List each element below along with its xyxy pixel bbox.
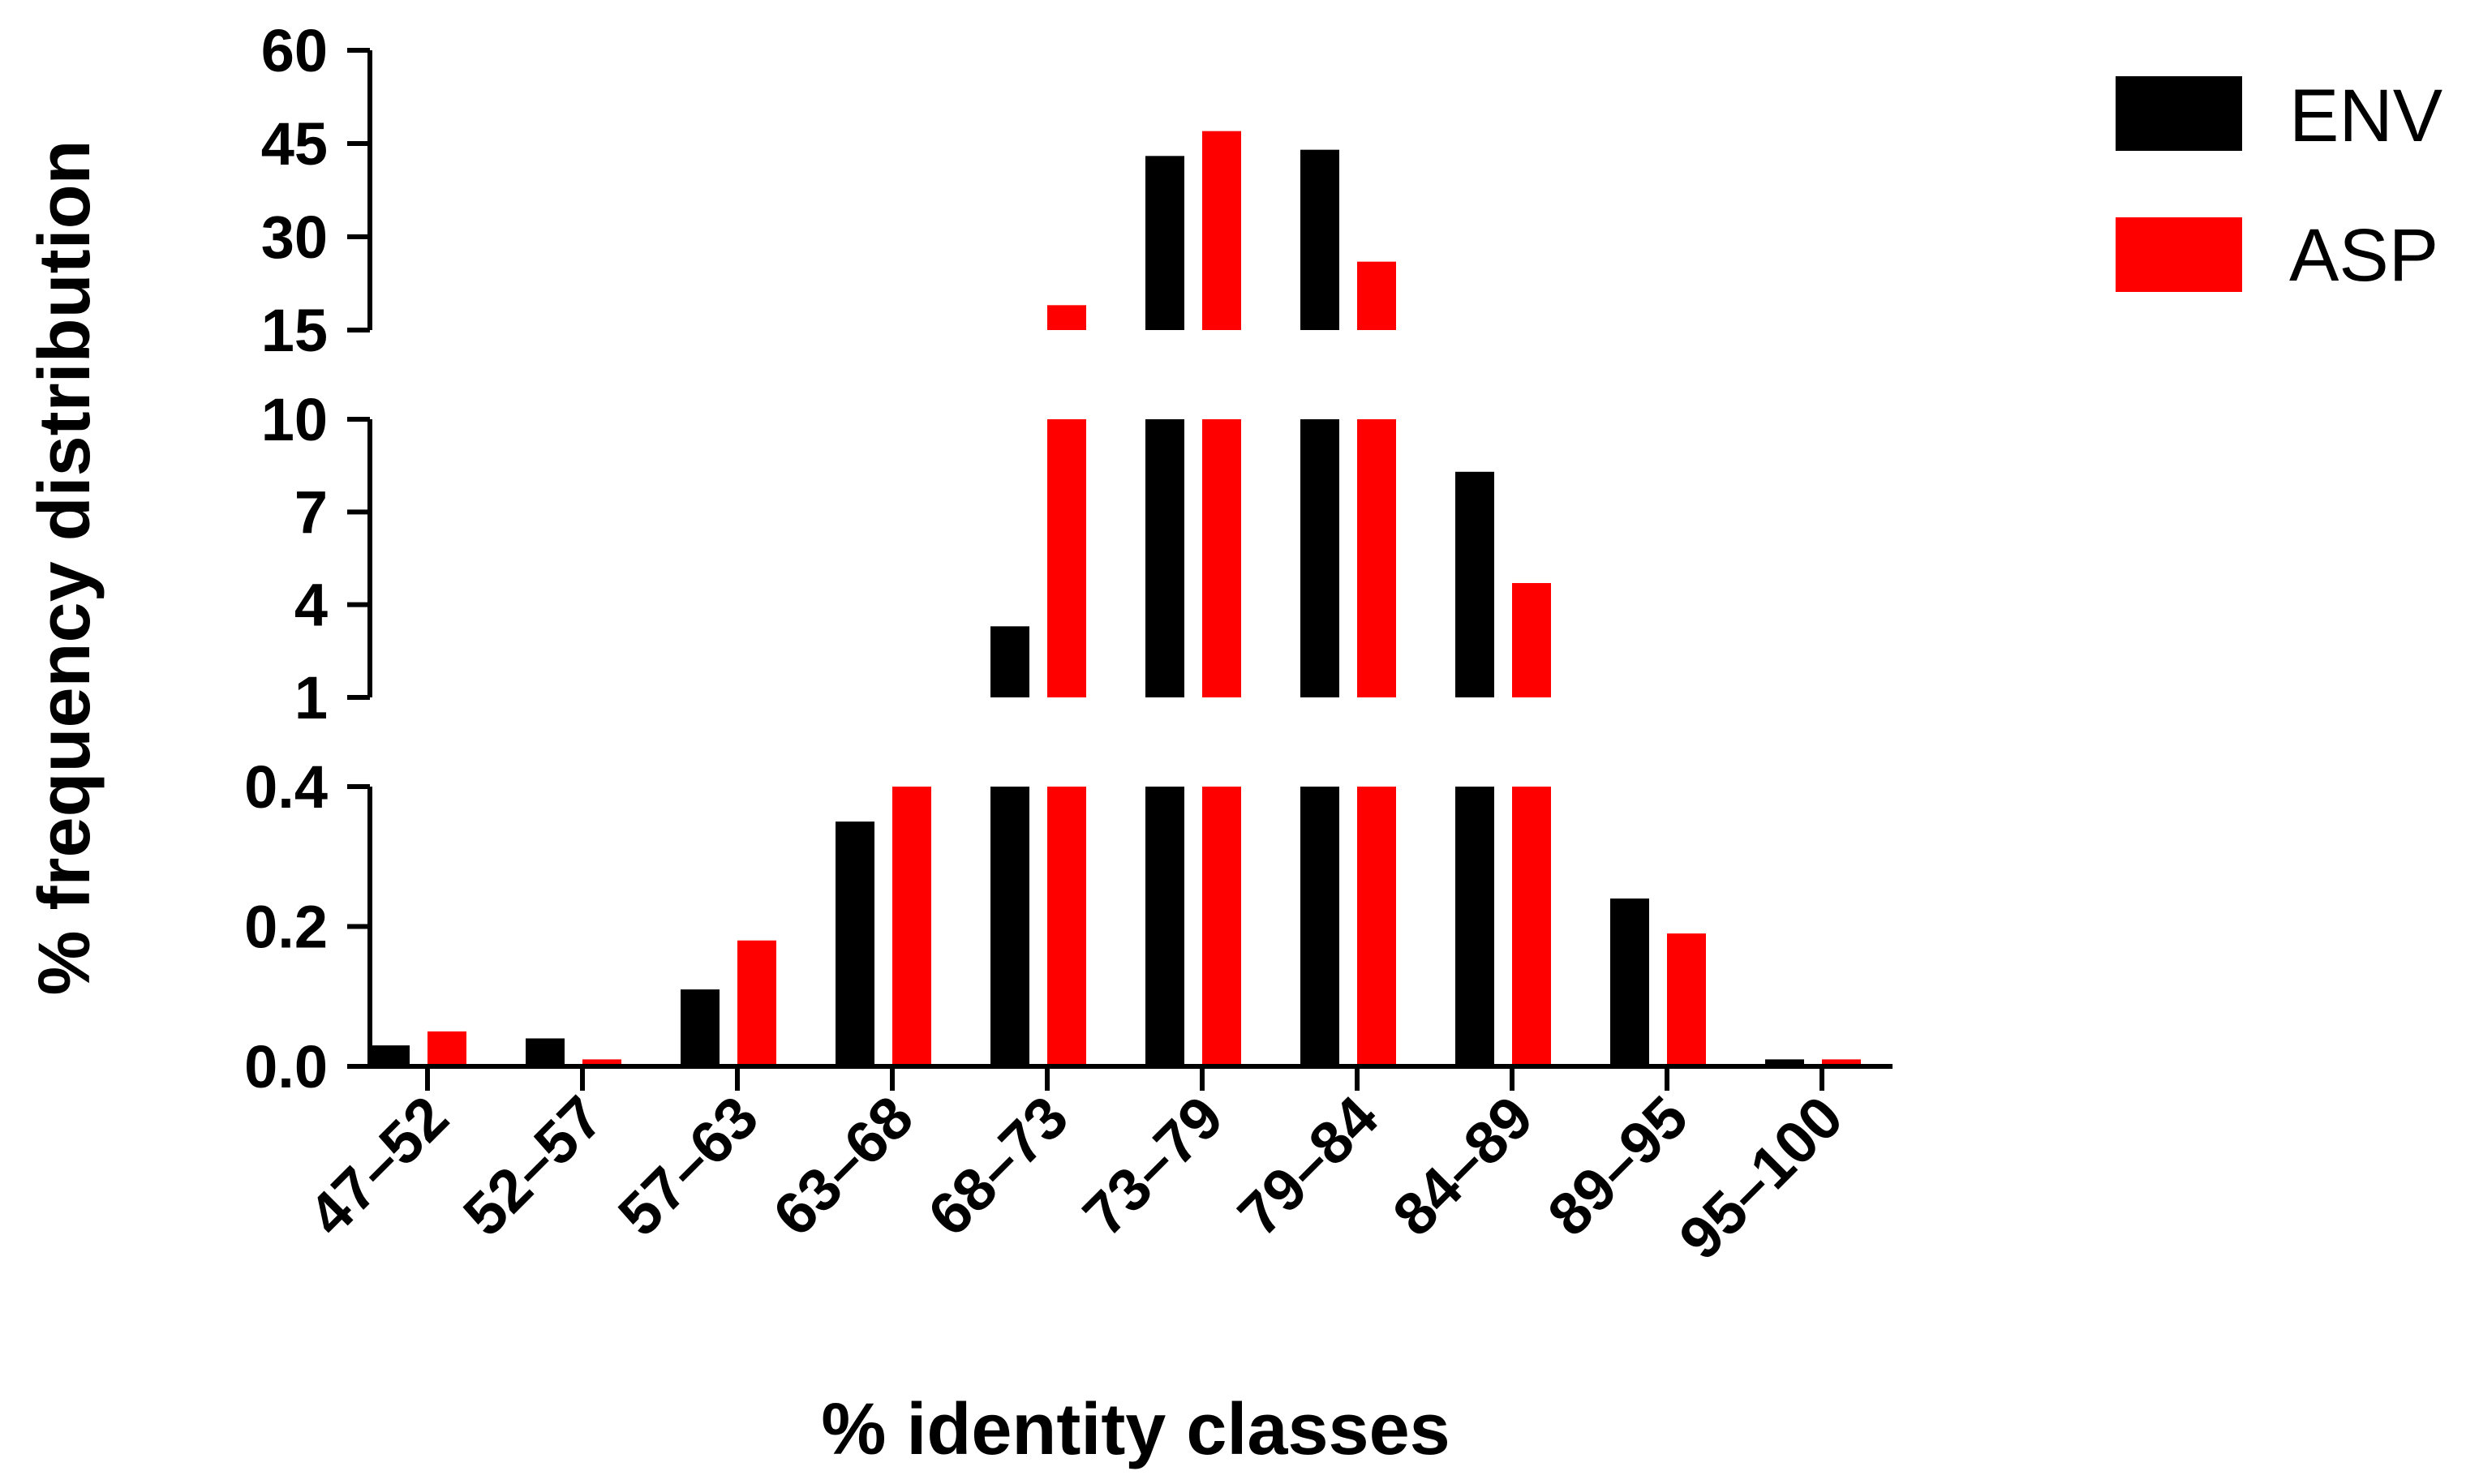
bar-asp-6-seg0 [1357,787,1396,1066]
bar-asp-1-seg0 [582,1059,621,1066]
axes-layer [347,48,1893,1091]
bar-env-3-seg0 [836,821,874,1066]
bar-env-4-seg1 [990,626,1029,697]
y-tick-label: 0.0 [244,1033,328,1100]
bar-env-9-seg0 [1765,1059,1804,1066]
x-tick-label: 84–89 [1380,1083,1545,1249]
bar-env-6-seg0 [1300,787,1339,1066]
legend-label-env: ENV [2289,75,2442,157]
bar-env-5-seg0 [1145,787,1184,1066]
bars-layer [371,131,1861,1066]
x-tick-label: 47–52 [295,1083,461,1249]
bar-env-7-seg0 [1455,787,1494,1066]
bar-env-5-seg1 [1145,419,1184,697]
bar-asp-8-seg0 [1667,933,1706,1066]
bar-asp-7-seg0 [1512,787,1551,1066]
y-tick-label: 45 [261,110,328,178]
bar-env-0-seg0 [371,1045,410,1066]
y-tick-label: 7 [294,478,328,546]
bar-asp-0-seg0 [427,1031,466,1066]
bar-asp-6-seg2 [1357,261,1396,330]
bar-env-8-seg0 [1610,899,1649,1066]
bar-asp-6-seg1 [1357,419,1396,697]
y-tick-label: 0.2 [244,894,328,961]
x-tick-label: 57–63 [605,1083,771,1249]
bar-asp-5-seg2 [1202,131,1241,330]
x-tick-label: 73–79 [1070,1083,1235,1249]
bar-env-2-seg0 [681,989,720,1066]
bar-env-4-seg0 [990,787,1029,1066]
y-axis-title: % frequency distribution [24,139,105,995]
legend-label-asp: ASP [2289,214,2438,297]
bar-asp-9-seg0 [1822,1059,1861,1066]
y-tick-label: 10 [261,386,328,453]
bar-asp-5-seg0 [1202,787,1241,1066]
bar-asp-7-seg1 [1512,582,1551,697]
bar-asp-5-seg1 [1202,419,1241,697]
legend-swatch-asp [2116,217,2242,292]
x-tick-label: 63–68 [760,1083,926,1249]
legend: ENV ASP [2116,75,2442,297]
bar-asp-4-seg0 [1047,787,1086,1066]
bar-asp-2-seg0 [737,940,776,1066]
y-tick-label: 0.4 [244,753,328,821]
y-tick-label: 60 [261,17,328,84]
legend-swatch-env [2116,76,2242,151]
bar-env-7-seg1 [1455,471,1494,697]
bar-env-5-seg2 [1145,156,1184,330]
x-tick-label: 79–84 [1225,1083,1390,1249]
x-tick-label: 52–57 [450,1083,616,1249]
y-tick-label: 1 [294,664,328,731]
x-tick-label: 68–73 [915,1083,1081,1249]
y-tick-label: 15 [261,297,328,364]
bar-env-6-seg1 [1300,419,1339,697]
x-tick-label: 95–100 [1666,1083,1855,1272]
bar-asp-3-seg0 [892,787,931,1066]
y-tick-label: 4 [294,572,328,639]
y-tick-label: 30 [261,204,328,271]
bar-env-6-seg2 [1300,149,1339,330]
bar-env-1-seg0 [526,1038,565,1066]
bar-asp-4-seg1 [1047,419,1086,697]
bar-asp-4-seg2 [1047,305,1086,330]
x-axis-title: % identity classes [821,1389,1450,1470]
